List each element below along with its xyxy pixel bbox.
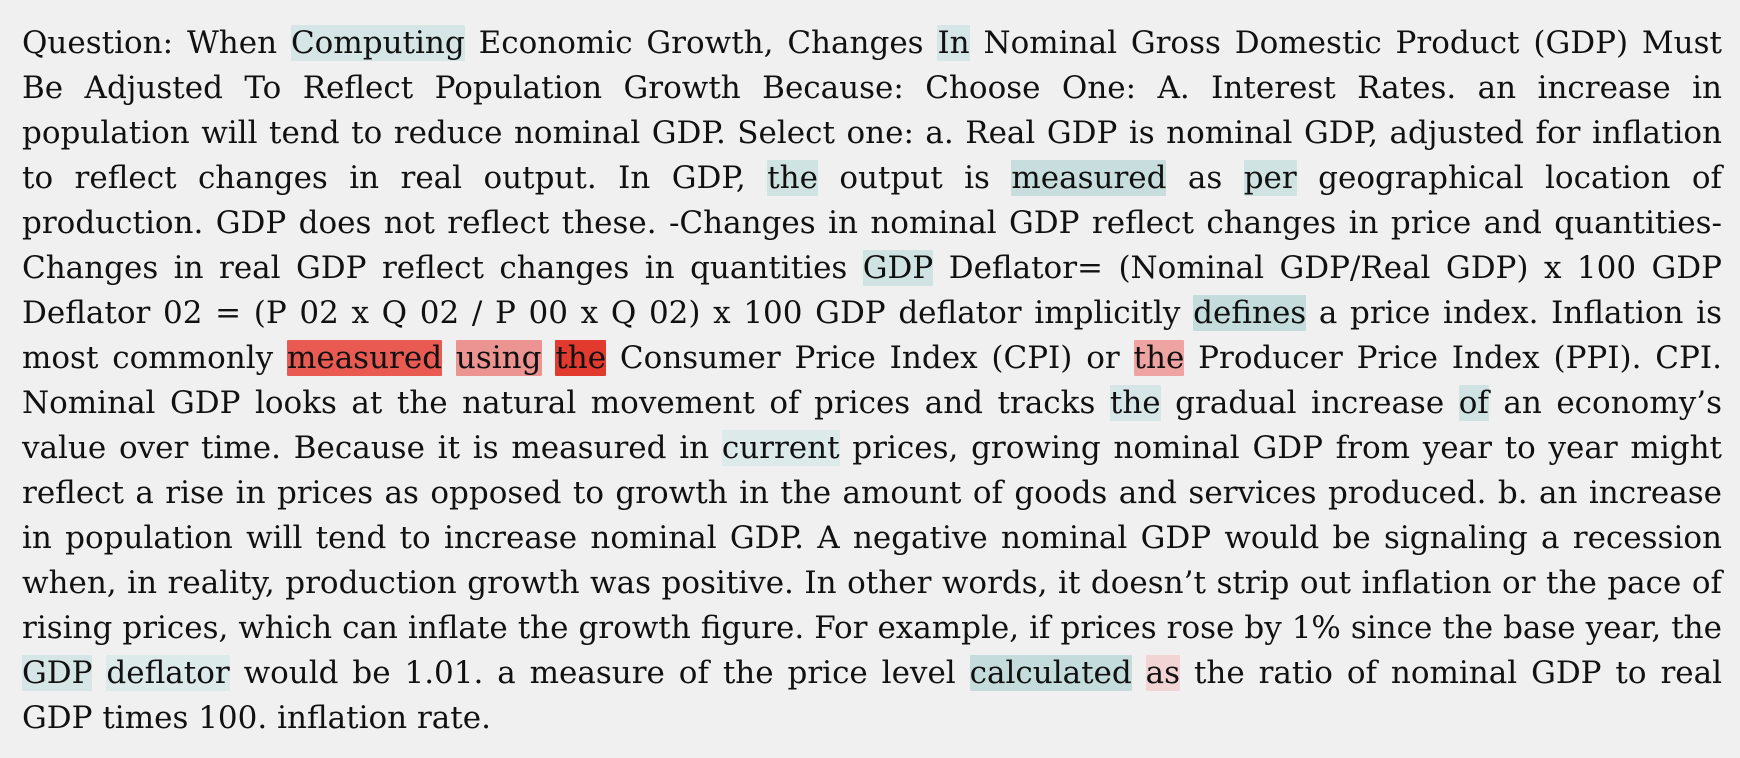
highlighted-token: the: [1133, 340, 1185, 376]
highlighted-token: per: [1243, 160, 1297, 196]
text-run: gradual increase: [1160, 385, 1459, 421]
text-run: output is: [817, 160, 1012, 196]
highlighted-token: measured: [286, 340, 443, 376]
text-run: a price index. Inflation is most commonl…: [22, 295, 1722, 376]
highlighted-token: defines: [1193, 295, 1307, 331]
highlighted-token: of: [1458, 385, 1489, 421]
text-run: as: [1166, 160, 1244, 196]
highlighted-token: the: [767, 160, 818, 196]
document-body: Question: When Computing Economic Growth…: [22, 21, 1722, 741]
highlighted-token: using: [455, 340, 542, 376]
text-run: Deflator= (Nominal GDP/Real GDP) x 100 G…: [22, 250, 1722, 331]
text-run: Consumer Price Index (CPI) or: [606, 340, 1134, 376]
highlighted-token: the: [1109, 385, 1161, 421]
text-run: [1132, 655, 1146, 691]
highlighted-token: GDP: [862, 250, 934, 286]
highlighted-token: as: [1145, 655, 1181, 691]
text-run: [442, 340, 456, 376]
text-run: Question: When: [22, 25, 291, 61]
highlighted-token: In: [937, 25, 970, 61]
highlighted-token: the: [555, 340, 607, 376]
text-run: the ratio of nominal GDP to real GDP tim…: [22, 655, 1723, 736]
highlighted-token: current: [721, 430, 840, 466]
text-run: Producer Price Index (PPI). CPI. Nominal…: [22, 340, 1722, 421]
highlighted-token: GDP: [22, 655, 93, 691]
text-run: [542, 340, 556, 376]
text-run: an economy’s value over time. Because it…: [22, 385, 1722, 466]
text-run: would be 1.01. a measure of the price le…: [229, 655, 970, 691]
text-run: Nominal Gross Domestic Product (GDP) Mus…: [22, 25, 1722, 196]
text-run: prices, growing nominal GDP from year to…: [22, 430, 1723, 646]
highlighted-token: measured: [1011, 160, 1167, 196]
text-run: geographical location of production. GDP…: [22, 160, 1722, 286]
highlighted-token: Computing: [290, 25, 465, 61]
text-run: Economic Growth, Changes: [464, 25, 938, 61]
highlighted-token: deflator: [106, 655, 230, 691]
highlighted-token: calculated: [969, 655, 1132, 691]
text-run: [92, 655, 106, 691]
